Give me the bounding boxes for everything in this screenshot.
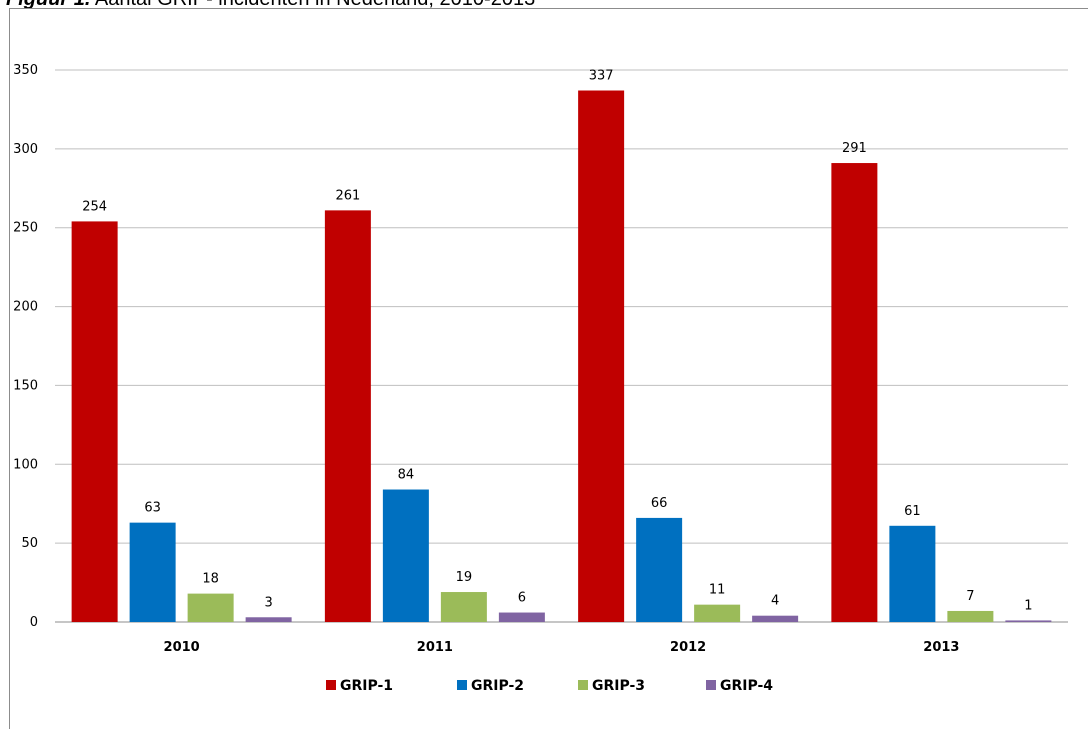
legend-entry: GRIP-1 [340,678,393,694]
data-label: 7 [966,589,974,604]
y-tick-label: 100 [13,457,38,472]
bar [129,522,176,622]
bar [636,517,683,622]
data-label: 337 [589,69,614,84]
x-tick-label: 2011 [417,640,453,655]
bar [889,525,936,622]
legend-swatch [457,680,467,690]
data-label: 66 [651,496,668,511]
figure-caption: Figuur 1. Aantal GRIP- incidenten in Ned… [6,0,535,11]
x-tick-label: 2012 [670,640,706,655]
data-label: 291 [842,141,867,156]
data-label: 261 [335,188,360,203]
data-label: 18 [202,572,219,587]
bar [1005,620,1052,622]
legend-swatch [706,680,716,690]
bar [382,489,429,622]
data-label: 254 [82,199,107,214]
data-label: 84 [398,468,415,483]
data-label: 3 [264,595,272,610]
y-tick-label: 0 [30,615,38,630]
bar [752,615,799,622]
x-tick-label: 2013 [923,640,959,655]
y-tick-label: 150 [13,378,38,393]
bar [694,604,741,622]
chart-frame [9,8,1088,729]
legend-swatch [326,680,336,690]
y-tick-label: 200 [13,300,38,315]
bar [498,612,545,622]
data-label: 4 [771,594,779,609]
legend-entry: GRIP-2 [471,678,524,694]
y-tick-label: 250 [13,221,38,236]
bar [947,610,994,622]
bar [578,90,625,622]
data-label: 19 [456,570,473,585]
bar [187,593,234,622]
figure-caption-lead: Figuur 1. [6,0,90,10]
data-label: 63 [144,501,161,516]
y-tick-label: 350 [13,63,38,78]
data-label: 1 [1024,598,1032,613]
data-label: 6 [518,591,526,606]
bar [831,163,878,622]
legend-entry: GRIP-3 [592,678,645,694]
data-label: 11 [709,583,726,598]
y-tick-label: 300 [13,142,38,157]
legend-entry: GRIP-4 [720,678,773,694]
bar [440,592,487,622]
figure-caption-text: Aantal GRIP- incidenten in Nederland, 20… [95,0,535,10]
bar [71,221,118,623]
bar [245,617,292,622]
data-label: 61 [904,504,921,519]
legend-swatch [578,680,588,690]
y-tick-label: 50 [21,536,38,551]
x-tick-label: 2010 [164,640,200,655]
bar [324,210,371,622]
